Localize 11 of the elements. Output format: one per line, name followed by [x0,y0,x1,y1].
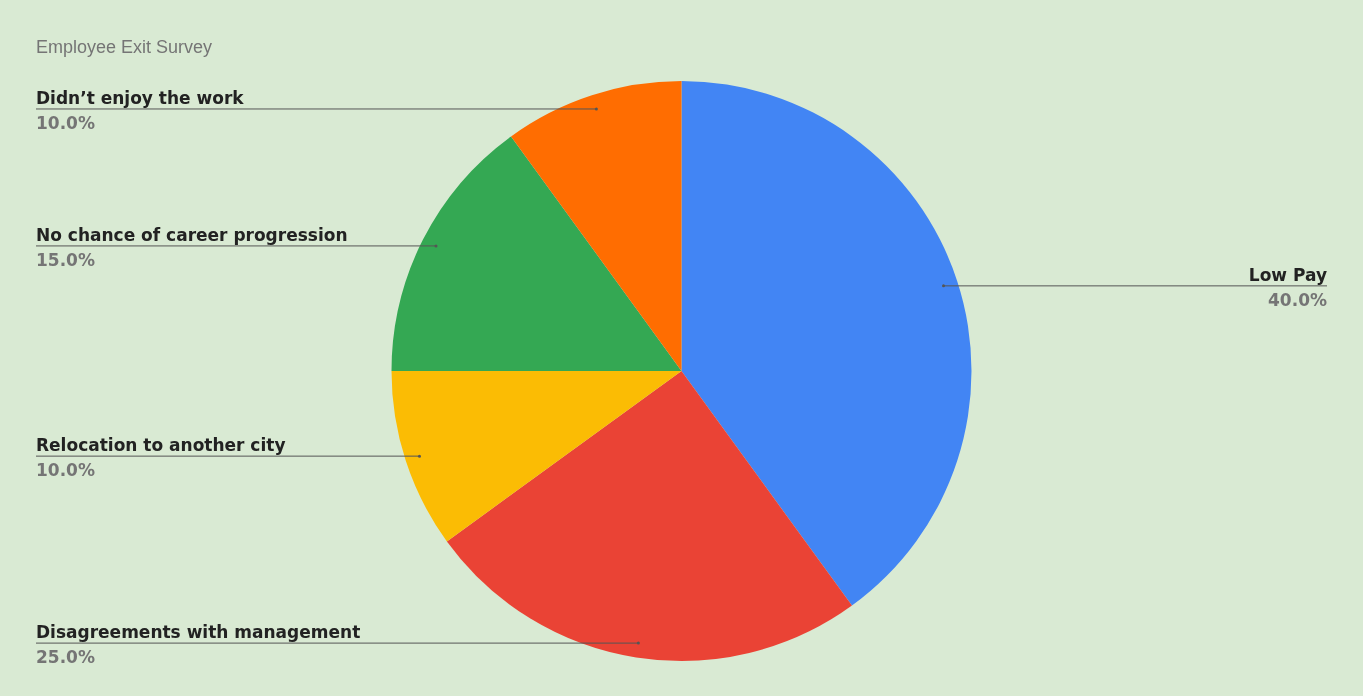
slice-label: Didn’t enjoy the work [36,87,245,108]
chart-title: Employee Exit Survey [36,37,213,57]
data-label: 25.0% [36,647,95,668]
slice-label: Relocation to another city [36,435,286,456]
slice-label: No chance of career progression [36,224,348,245]
data-label: 10.0% [36,460,95,481]
data-label: 40.0% [1268,289,1327,310]
data-label: 10.0% [36,112,95,133]
slice-label: Disagreements with management [36,622,361,643]
data-label: 15.0% [36,249,95,270]
slice-label: Low Pay [1248,264,1327,285]
